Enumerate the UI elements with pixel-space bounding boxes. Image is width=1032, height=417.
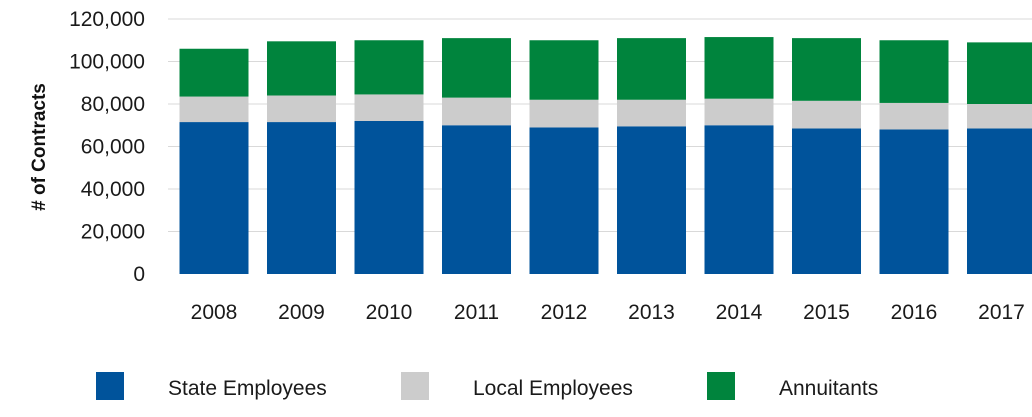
bar-segment — [792, 128, 861, 274]
bar-segment — [529, 99, 599, 128]
bar-segment — [879, 129, 949, 274]
legend-label: State Employees — [168, 377, 327, 400]
bar-segment — [617, 99, 686, 127]
bar-segment — [442, 97, 511, 126]
bar-segment — [529, 127, 599, 274]
bar-segment — [179, 122, 249, 274]
bar-segment — [354, 94, 424, 121]
x-tick-label: 2009 — [278, 301, 325, 324]
x-tick-label: 2016 — [891, 301, 938, 324]
y-axis-title: # of Contracts — [29, 83, 50, 211]
bar-segment — [617, 126, 686, 274]
bar-segment — [354, 121, 424, 274]
y-tick-label: 80,000 — [81, 93, 145, 116]
x-tick-label: 2014 — [716, 301, 763, 324]
bar-segment — [704, 98, 774, 126]
bar-segment — [442, 38, 511, 98]
x-tick-labels: 2008 2009 2010 2011 2012 2013 2014 2015 2016 2017 — [191, 301, 1025, 324]
legend-swatch — [707, 372, 735, 400]
legend-label: Annuitants — [779, 377, 878, 400]
y-tick-label: 20,000 — [81, 221, 145, 244]
y-tick-label: 100,000 — [69, 51, 145, 74]
x-tick-label: 2011 — [454, 301, 499, 324]
legend-label: Local Employees — [473, 377, 633, 400]
y-tick-label: 60,000 — [81, 136, 145, 159]
bar-segment — [529, 40, 599, 100]
y-tick-labels: 0 20,000 40,000 60,000 80,000 100,000 120,000 — [69, 8, 145, 286]
bar-segment — [792, 38, 861, 101]
y-tick-label: 120,000 — [69, 8, 145, 31]
bar-segment — [967, 42, 1032, 104]
y-tick-label: 0 — [133, 263, 145, 286]
bar-segment — [354, 40, 424, 95]
y-tick-label: 40,000 — [81, 178, 145, 201]
legend-swatch — [96, 372, 124, 400]
x-tick-label: 2015 — [803, 301, 850, 324]
bars — [179, 37, 1032, 274]
bar-segment — [967, 104, 1032, 129]
bar-segment — [179, 96, 249, 123]
bar-segment — [179, 48, 249, 97]
x-tick-label: 2010 — [366, 301, 413, 324]
legend-swatch — [401, 372, 429, 400]
bar-segment — [267, 95, 336, 123]
x-tick-label: 2012 — [541, 301, 588, 324]
x-tick-label: 2008 — [191, 301, 238, 324]
bar-segment — [704, 125, 774, 274]
x-tick-label: 2013 — [628, 301, 675, 324]
bar-segment — [267, 122, 336, 274]
bar-segment — [879, 102, 949, 130]
x-tick-label: 2017 — [978, 301, 1025, 324]
bar-segment — [879, 40, 949, 103]
bar-segment — [267, 41, 336, 96]
legend: State Employees Local Employees Annuitants — [96, 372, 878, 400]
bar-segment — [617, 38, 686, 100]
bar-segment — [792, 100, 861, 129]
bar-segment — [704, 37, 774, 99]
bar-segment — [442, 125, 511, 274]
bar-segment — [967, 128, 1032, 274]
